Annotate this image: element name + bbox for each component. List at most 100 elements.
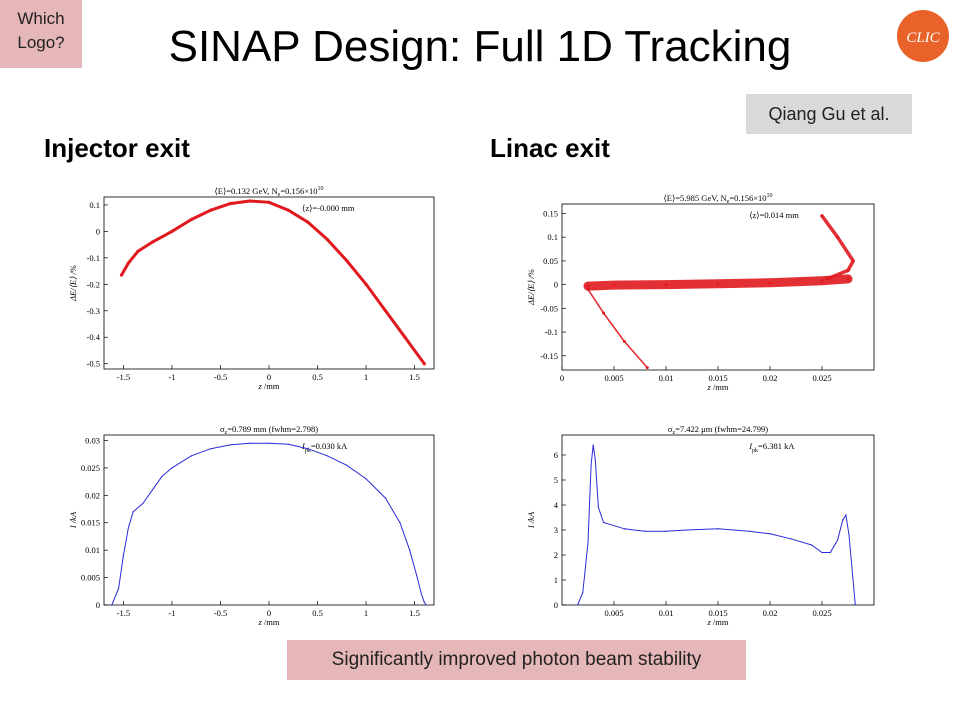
plot-frame xyxy=(561,434,875,606)
y-tick-label: 0 xyxy=(554,600,558,610)
x-tick-label: 0.02 xyxy=(763,373,778,383)
data-point xyxy=(161,475,163,477)
data-point xyxy=(268,442,270,444)
data-point xyxy=(247,199,252,203)
y-tick-label: 1 xyxy=(554,575,558,585)
data-point xyxy=(126,261,130,265)
data-point xyxy=(836,235,840,239)
data-point xyxy=(287,443,290,445)
plot-header: ⟨E⟩=0.132 GeV, Ne=0.156×1010 xyxy=(214,186,323,198)
x-tick-label: 0.5 xyxy=(312,372,323,382)
data-point xyxy=(307,448,309,450)
plot-header: ⟨E⟩=5.985 GeV, Ne=0.156×1010 xyxy=(663,193,772,205)
x-tick-label: 0.005 xyxy=(604,608,623,618)
y-tick-label: 0.1 xyxy=(547,232,558,242)
data-point xyxy=(586,284,590,288)
y-tick-label: -0.2 xyxy=(87,279,100,289)
data-point xyxy=(170,229,174,233)
clic-logo-text: CLIC xyxy=(906,30,940,46)
y-tick-label: -0.4 xyxy=(87,332,101,342)
data-point xyxy=(768,281,772,285)
y-tick-label: 0.05 xyxy=(543,256,558,266)
plot-annotation: Ipk=6.381 kA xyxy=(748,441,795,454)
data-point xyxy=(117,587,120,590)
data-point xyxy=(845,514,847,516)
data-point xyxy=(127,527,129,529)
data-point xyxy=(686,529,688,531)
data-point xyxy=(142,502,144,505)
x-axis-label: z /mm xyxy=(706,382,728,390)
data-point xyxy=(403,335,407,339)
y-tick-label: 0.005 xyxy=(81,573,100,583)
which-logo-line-2: Logo? xyxy=(17,33,65,52)
x-tick-label: 0.5 xyxy=(312,608,323,618)
data-point xyxy=(423,601,425,603)
plot-frame xyxy=(103,196,435,370)
data-point xyxy=(811,544,813,546)
plot-header: σz=7.422 μm (fwhm=24.799) xyxy=(668,424,768,436)
y-tick-label: 0.15 xyxy=(543,208,558,218)
data-point xyxy=(306,220,310,224)
x-tick-label: 0.015 xyxy=(708,373,727,383)
x-tick-label: -0.5 xyxy=(214,372,227,382)
data-point xyxy=(622,340,626,344)
x-tick-label: 0.025 xyxy=(812,373,831,383)
x-tick-label: 1 xyxy=(364,372,368,382)
data-point xyxy=(594,459,596,461)
data-point xyxy=(837,539,839,541)
clic-logo-disc xyxy=(897,10,949,62)
x-tick-label: 0 xyxy=(267,608,271,618)
data-point xyxy=(365,478,367,480)
x-tick-label: 1.5 xyxy=(409,372,420,382)
y-tick-label: 4 xyxy=(554,500,559,510)
data-point xyxy=(846,277,850,281)
data-point xyxy=(582,591,584,594)
data-point xyxy=(602,311,606,315)
x-tick-label: -0.5 xyxy=(214,608,227,618)
data-point xyxy=(717,528,719,530)
y-tick-label: -0.5 xyxy=(87,359,100,369)
data-point xyxy=(399,522,401,524)
y-tick-label: 0.1 xyxy=(89,200,100,210)
heading-linac-exit: Linac exit xyxy=(490,133,610,163)
data-point xyxy=(425,604,427,606)
data-point xyxy=(420,593,422,595)
which-logo-line-1: Which xyxy=(17,9,65,28)
y-axis-label: ΔE/⟨E⟩ /% xyxy=(68,265,78,302)
y-tick-label: 0.01 xyxy=(85,545,100,555)
data-point xyxy=(603,521,605,524)
y-axis-label: I /kA xyxy=(526,511,536,529)
data-point xyxy=(664,283,668,287)
current-profile-line xyxy=(577,444,856,606)
data-point xyxy=(345,258,349,263)
y-tick-label: -0.3 xyxy=(87,306,100,316)
data-point xyxy=(325,237,329,241)
x-tick-label: -1.5 xyxy=(117,372,130,382)
y-tick-label: 2 xyxy=(554,550,558,560)
y-tick-label: -0.15 xyxy=(540,351,558,361)
phase-space-low-tail xyxy=(587,288,649,369)
plot-annotation: ⟨z⟩=-0.000 mm xyxy=(302,203,355,213)
data-point xyxy=(151,489,154,491)
data-point xyxy=(150,240,155,244)
data-point xyxy=(820,279,824,283)
x-tick-label: 1.5 xyxy=(409,608,420,618)
x-tick-label: 0.015 xyxy=(708,608,727,618)
data-point xyxy=(825,277,829,281)
data-point xyxy=(842,519,844,521)
data-point xyxy=(119,273,124,277)
data-point xyxy=(171,467,173,469)
data-point xyxy=(229,444,231,446)
y-tick-label: 0.02 xyxy=(85,490,100,500)
data-point xyxy=(790,538,792,540)
x-tick-label: 0.02 xyxy=(763,608,778,618)
data-point xyxy=(111,604,113,606)
x-axis-label: z /mm xyxy=(257,617,279,627)
data-point xyxy=(829,551,831,554)
y-tick-label: -0.05 xyxy=(540,303,558,313)
injector-phase-space-plot: -1.5 -1 -0.5 0 0.5 1 1.5 0.1 0 -0.1 -0.2 -0.3 -0.4 -0… xyxy=(68,186,435,390)
data-point xyxy=(267,200,271,204)
x-tick-label: 1 xyxy=(364,608,368,618)
data-point xyxy=(326,455,328,457)
data-point xyxy=(364,282,368,286)
